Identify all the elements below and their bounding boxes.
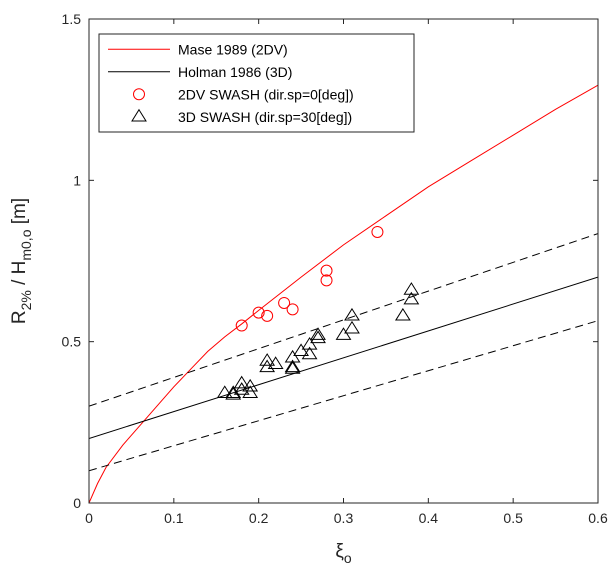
x-tick-label: 0 — [85, 510, 93, 526]
x-axis-label: ξo — [335, 541, 352, 566]
y-axis-label-part: [m] — [9, 198, 30, 230]
y-axis-label-part: / H — [9, 261, 30, 291]
circle-point — [320, 274, 333, 287]
triangle-point — [344, 307, 360, 321]
triangle-point — [335, 327, 352, 340]
triangle-point — [344, 320, 360, 334]
triangle-point — [242, 385, 259, 398]
x-tick-label: 0.5 — [503, 510, 523, 526]
triangle-point — [216, 385, 233, 398]
legend-triangle-icon — [131, 108, 147, 122]
legend-circle-icon — [133, 88, 145, 101]
legend-label: Holman 1986 (3D) — [178, 64, 292, 80]
circle-point — [320, 264, 333, 277]
triangle-point — [403, 282, 420, 295]
x-axis-label-main: ξ — [335, 541, 344, 562]
y-axis-label-part: R — [9, 310, 30, 324]
y-tick-label: 0 — [73, 495, 81, 511]
y-axis-label-part: m0,o — [18, 229, 34, 260]
legend-label: 3D SWASH (dir.sp=30[deg]) — [178, 109, 352, 125]
x-axis-label-sub: o — [344, 550, 352, 566]
x-tick-label: 0.4 — [419, 510, 439, 526]
y-axis-label: R2% / Hm0,o [m] — [9, 198, 34, 324]
triangle-point — [403, 291, 420, 305]
triangle-point — [310, 330, 326, 344]
circle-point — [371, 225, 384, 238]
series-line-1 — [89, 276, 598, 439]
y-tick-label: 1.5 — [62, 11, 82, 27]
triangle-point — [284, 361, 301, 374]
circle-point — [278, 296, 291, 309]
y-axis-label-part: 2% — [18, 290, 34, 310]
x-tick-label: 0.2 — [249, 510, 269, 526]
y-tick-label: 1 — [73, 172, 81, 188]
y-tick-label: 0.5 — [62, 334, 82, 350]
triangle-point — [310, 327, 326, 340]
triangle-point — [293, 343, 309, 357]
triangle-point — [242, 378, 259, 392]
ticks-layer: 0 0.1 0.2 0.3 0.4 0.5 0.6 0 0.5 1 1.5 — [62, 11, 608, 526]
legend-box — [98, 33, 415, 133]
circle-point — [286, 303, 299, 316]
series-line-3 — [89, 320, 598, 472]
triangle-point — [284, 359, 301, 373]
legend-label: Mase 1989 (2DV) — [178, 41, 288, 57]
series-line-2 — [89, 233, 598, 407]
x-tick-label: 0.6 — [588, 510, 608, 526]
triangle-point — [301, 346, 318, 360]
series-line-0 — [89, 84, 598, 503]
legend: Mase 1989 (2DV) Holman 1986 (3D) 2DV SWASH… — [98, 33, 415, 133]
circle-point — [235, 319, 248, 332]
axis-labels: ξo R2% / Hm0,o [m] — [9, 198, 352, 566]
triangle-point — [301, 336, 318, 350]
legend-label: 2DV SWASH (dir.sp=0[deg]) — [178, 86, 354, 102]
triangle-point — [233, 375, 250, 389]
triangle-point — [225, 386, 242, 400]
x-tick-label: 0.1 — [164, 510, 184, 526]
x-tick-label: 0.3 — [334, 510, 354, 526]
triangle-point — [267, 356, 284, 369]
circle-point — [252, 306, 265, 319]
triangle-point — [259, 353, 276, 366]
lines-layer — [89, 84, 598, 503]
triangle-point — [394, 307, 411, 321]
markers-layer — [216, 225, 420, 400]
circle-point — [261, 309, 274, 322]
